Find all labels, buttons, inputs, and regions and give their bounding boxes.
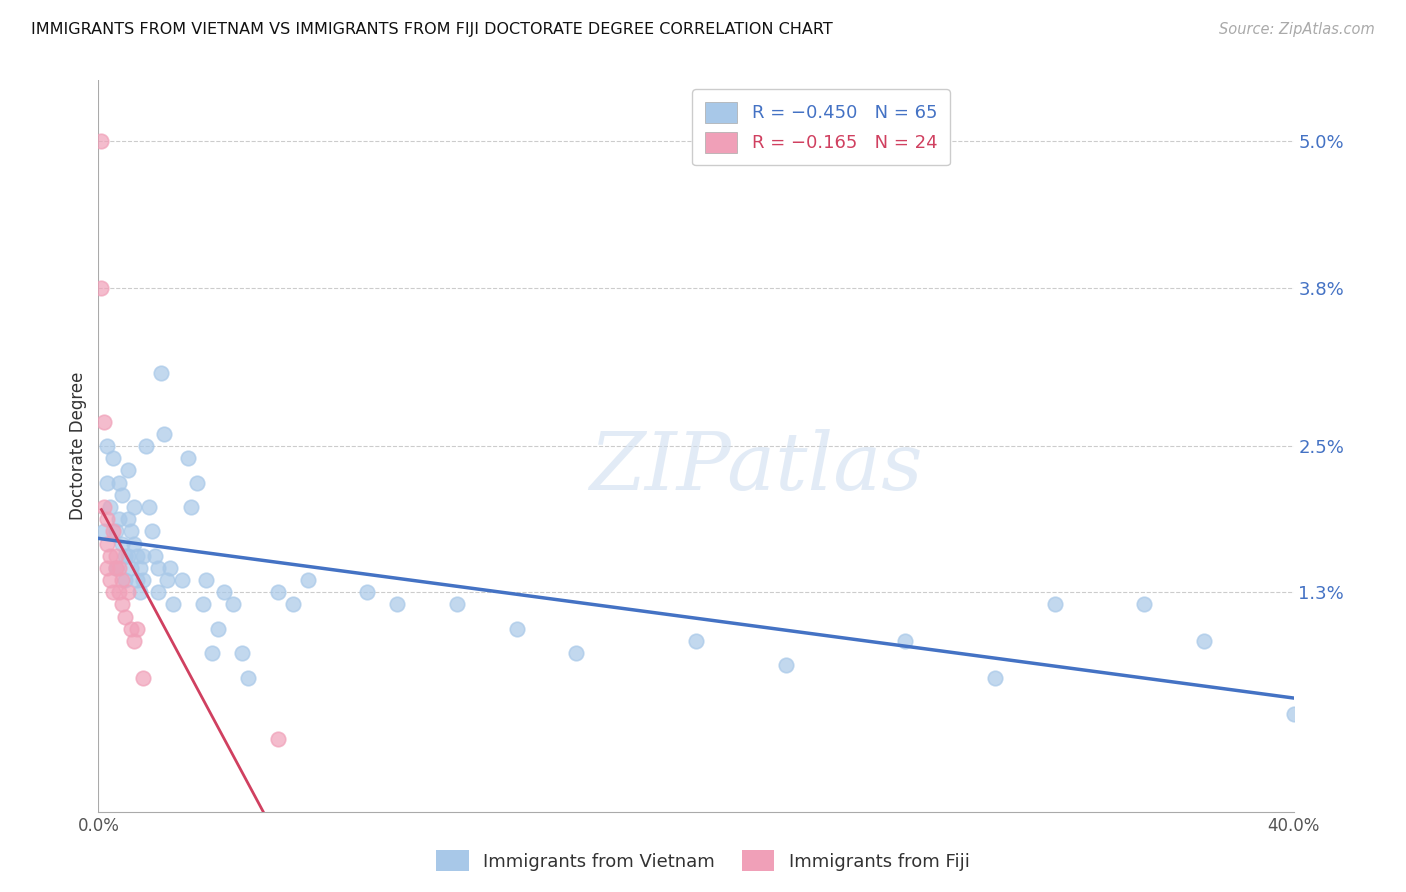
Point [105,549,128,563]
Point [565,646,588,660]
Point [356,585,378,599]
Point [117,463,139,477]
Point [120,524,142,539]
Point [135,439,157,453]
Point [105,524,128,539]
Point [236,671,259,685]
Point [114,549,136,563]
Point [103,524,125,539]
Point [984,671,1007,685]
Point [506,622,529,636]
Point [222,598,245,612]
Point [267,731,290,746]
Point [159,561,181,575]
Legend: Immigrants from Vietnam, Immigrants from Fiji: Immigrants from Vietnam, Immigrants from… [429,843,977,879]
Text: IMMIGRANTS FROM VIETNAM VS IMMIGRANTS FROM FIJI DOCTORATE DEGREE CORRELATION CHA: IMMIGRANTS FROM VIETNAM VS IMMIGRANTS FR… [31,22,832,37]
Point [297,573,319,587]
Point [90,280,112,294]
Point [90,134,112,148]
Point [191,598,214,612]
Point [124,500,146,514]
Point [111,536,134,550]
Point [96,439,118,453]
Legend: R = −0.450   N = 65, R = −0.165   N = 24: R = −0.450 N = 65, R = −0.165 N = 24 [692,89,950,165]
Point [186,475,208,490]
Point [103,451,125,466]
Point [108,585,131,599]
Point [150,366,173,380]
Point [195,573,218,587]
Point [156,573,179,587]
Point [124,536,146,550]
Point [132,671,155,685]
Point [177,451,200,466]
Point [153,426,176,441]
Point [267,585,290,599]
Point [231,646,253,660]
Point [141,524,163,539]
Point [117,512,139,526]
Point [180,500,202,514]
Point [1282,707,1305,722]
Point [96,512,118,526]
Point [111,573,134,587]
Point [105,561,128,575]
Text: ZIPatlas: ZIPatlas [589,429,922,507]
Point [93,415,115,429]
Point [127,549,149,563]
Point [281,598,304,612]
Point [111,488,134,502]
Point [143,549,166,563]
Point [132,549,155,563]
Y-axis label: Doctorate Degree: Doctorate Degree [69,372,87,520]
Point [120,622,142,636]
Point [108,512,131,526]
Point [894,634,917,648]
Point [114,609,136,624]
Point [212,585,235,599]
Point [162,598,184,612]
Point [105,561,128,575]
Point [132,573,155,587]
Point [111,598,134,612]
Point [98,500,122,514]
Point [127,622,149,636]
Point [138,500,160,514]
Point [117,549,139,563]
Point [172,573,194,587]
Point [446,598,468,612]
Point [96,475,118,490]
Point [98,573,122,587]
Point [96,536,118,550]
Point [207,622,229,636]
Point [117,585,139,599]
Point [129,585,152,599]
Point [148,585,170,599]
Point [93,500,115,514]
Point [148,561,170,575]
Point [108,561,131,575]
Point [1133,598,1156,612]
Point [1043,598,1066,612]
Point [775,658,797,673]
Point [108,475,131,490]
Point [103,585,125,599]
Point [385,598,409,612]
Point [127,573,149,587]
Point [114,573,136,587]
Text: Source: ZipAtlas.com: Source: ZipAtlas.com [1219,22,1375,37]
Point [96,561,118,575]
Point [124,634,146,648]
Point [1192,634,1215,648]
Point [98,549,122,563]
Point [93,524,115,539]
Point [201,646,224,660]
Point [685,634,707,648]
Point [120,561,142,575]
Point [129,561,152,575]
